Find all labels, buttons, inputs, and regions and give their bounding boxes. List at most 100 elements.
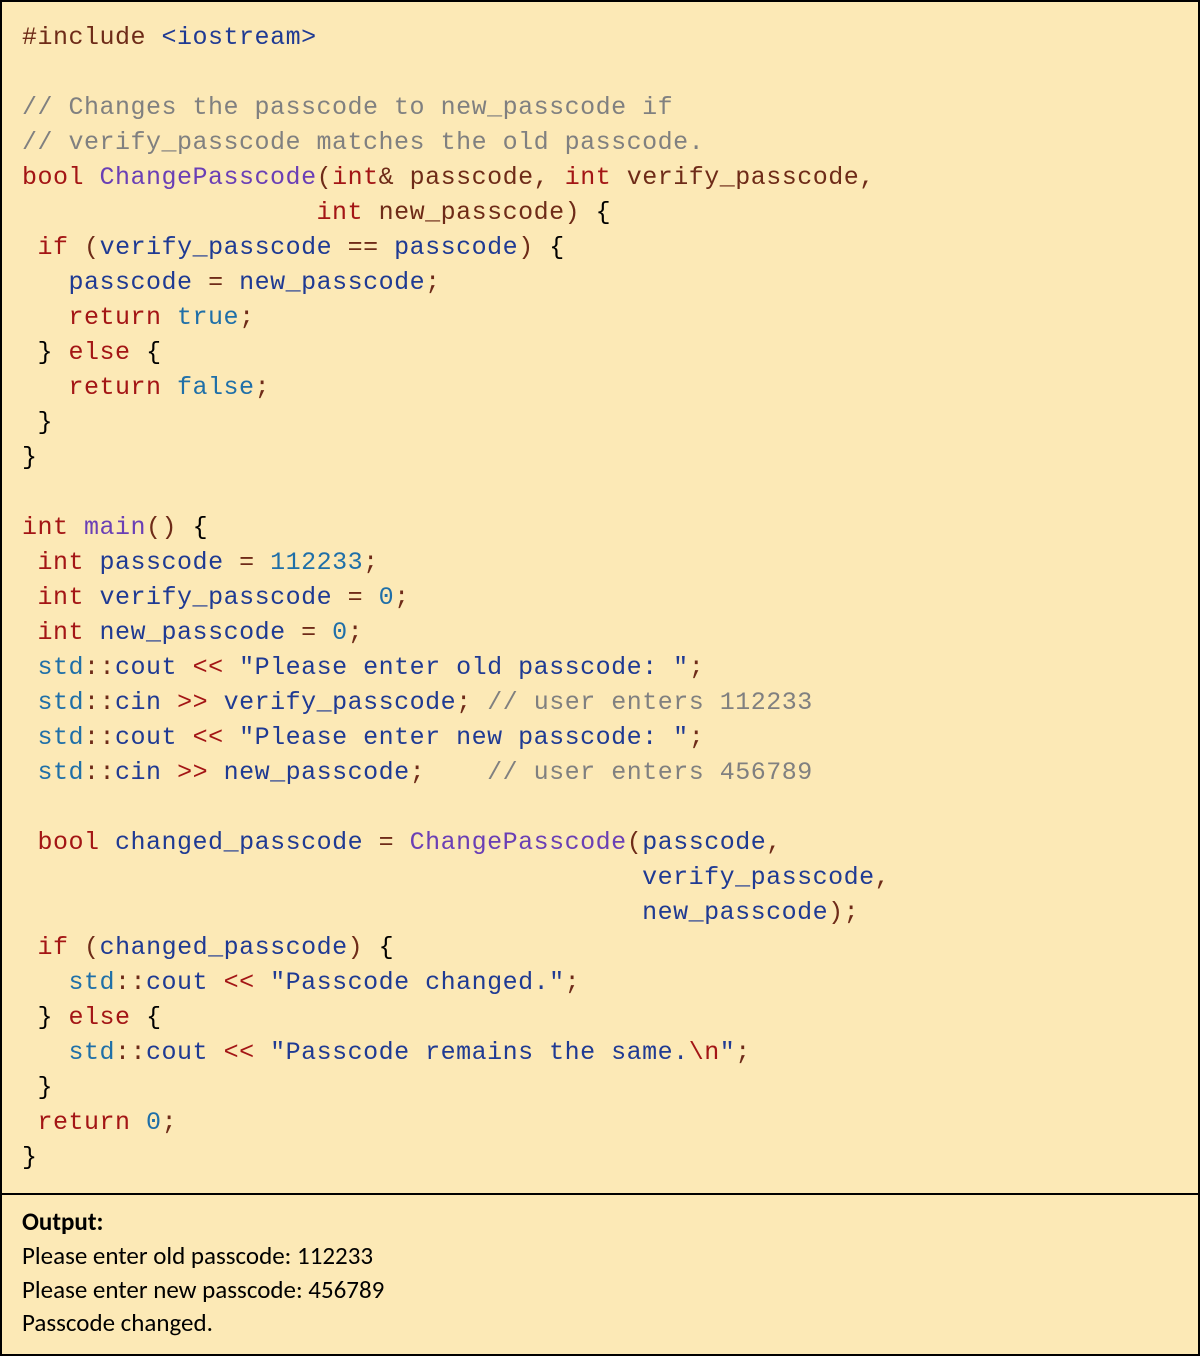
code-token-brace: {: [549, 233, 565, 262]
code-token-brace: }: [38, 1073, 54, 1102]
code-token-text: [255, 548, 271, 577]
code-token-stream_op: >>: [177, 688, 208, 717]
code-token-text: [224, 268, 240, 297]
code-token-brace: }: [38, 338, 54, 367]
code-token-param: verify_passcode: [627, 163, 860, 192]
code-token-keyword: int: [38, 548, 85, 577]
output-line: Please enter new passcode: 456789: [22, 1273, 1178, 1307]
code-token-text: [22, 653, 38, 682]
code-token-identifier: cout: [115, 723, 177, 752]
output-line: Passcode changed.: [22, 1306, 1178, 1340]
code-token-text: [363, 828, 379, 857]
code-token-text: [363, 583, 379, 612]
code-token-punct: ;: [456, 688, 472, 717]
code-token-text: [22, 1038, 69, 1067]
code-token-text: [22, 268, 69, 297]
code-token-number: 112233: [270, 548, 363, 577]
code-block: #include <iostream> // Changes the passc…: [22, 20, 1178, 1175]
code-token-punct: ;: [363, 548, 379, 577]
code-token-brace: {: [379, 933, 395, 962]
code-token-identifier: verify_passcode: [100, 583, 333, 612]
code-token-keyword: bool: [22, 163, 84, 192]
code-token-punct: ;: [410, 758, 426, 787]
code-token-text: [394, 163, 410, 192]
code-token-text: [22, 233, 38, 262]
code-token-text: [332, 583, 348, 612]
code-token-namespace: std: [38, 653, 85, 682]
code-token-punct: ;: [689, 723, 705, 752]
code-token-function_name: ChangePasscode: [100, 163, 317, 192]
code-token-string: "Please enter new passcode: ": [239, 723, 689, 752]
code-token-punct: ;: [162, 1108, 178, 1137]
code-token-text: [22, 863, 642, 892]
code-token-text: [22, 1003, 38, 1032]
code-token-identifier: verify_passcode: [100, 233, 333, 262]
code-token-brace: {: [596, 198, 612, 227]
code-token-text: [332, 233, 348, 262]
code-token-stream_op: <<: [224, 1038, 255, 1067]
code-token-text: [193, 268, 209, 297]
code-token-text: [224, 723, 240, 752]
code-token-text: [22, 303, 69, 332]
code-token-text: [22, 758, 38, 787]
code-token-punct: &: [379, 163, 395, 192]
code-token-identifier: cout: [146, 968, 208, 997]
code-token-punct: ): [518, 233, 534, 262]
code-token-punct: ,: [875, 863, 891, 892]
code-token-text: [611, 163, 627, 192]
code-token-stream_op: >>: [177, 758, 208, 787]
code-token-brace: }: [38, 408, 54, 437]
code-token-identifier: changed_passcode: [100, 933, 348, 962]
code-token-punct: ;: [425, 268, 441, 297]
code-token-operator: ==: [348, 233, 379, 262]
code-token-keyword: if: [38, 233, 69, 262]
code-token-brace: }: [22, 1143, 38, 1172]
code-token-text: [22, 338, 38, 367]
code-token-text: [131, 1003, 147, 1032]
code-token-text: [131, 338, 147, 367]
code-token-keyword: return: [69, 303, 162, 332]
code-token-text: [22, 408, 38, 437]
code-token-punct: ;: [565, 968, 581, 997]
code-token-punct: (: [84, 233, 100, 262]
code-token-text: [549, 163, 565, 192]
figure-container: #include <iostream> // Changes the passc…: [0, 0, 1200, 1356]
code-token-identifier: cin: [115, 758, 162, 787]
code-token-text: [224, 548, 240, 577]
code-token-text: [22, 1073, 38, 1102]
code-token-preprocessor: #include: [22, 23, 146, 52]
code-token-string: ": [720, 1038, 736, 1067]
output-panel: Output: Please enter old passcode: 11223…: [0, 1195, 1200, 1356]
code-token-identifier: passcode: [642, 828, 766, 857]
code-token-text: [177, 513, 193, 542]
code-token-text: [22, 723, 38, 752]
code-token-bool_literal: true: [177, 303, 239, 332]
code-token-text: [162, 303, 178, 332]
code-token-stream_op: <<: [193, 653, 224, 682]
code-token-escape: \n: [689, 1038, 720, 1067]
code-token-text: [162, 758, 178, 787]
code-token-stream_op: <<: [193, 723, 224, 752]
code-token-text: [208, 1038, 224, 1067]
code-token-punct: ;: [348, 618, 364, 647]
code-token-param: new_passcode: [379, 198, 565, 227]
code-token-text: [472, 688, 488, 717]
code-panel: #include <iostream> // Changes the passc…: [0, 0, 1200, 1195]
code-token-keyword: return: [69, 373, 162, 402]
code-token-punct: ): [565, 198, 581, 227]
code-token-comment: // user enters 456789: [487, 758, 813, 787]
code-token-text: [69, 233, 85, 262]
code-token-text: [22, 548, 38, 577]
code-token-keyword: return: [38, 1108, 131, 1137]
code-token-text: [224, 653, 240, 682]
code-token-text: [208, 758, 224, 787]
code-token-brace: }: [22, 443, 38, 472]
code-token-identifier: cout: [115, 653, 177, 682]
code-token-text: [425, 758, 487, 787]
code-token-punct: ;: [689, 653, 705, 682]
code-token-identifier: passcode: [69, 268, 193, 297]
code-token-comment: // Changes the passcode to new_passcode …: [22, 93, 673, 122]
code-token-identifier: cout: [146, 1038, 208, 1067]
code-token-text: [177, 653, 193, 682]
code-token-bool_literal: false: [177, 373, 255, 402]
